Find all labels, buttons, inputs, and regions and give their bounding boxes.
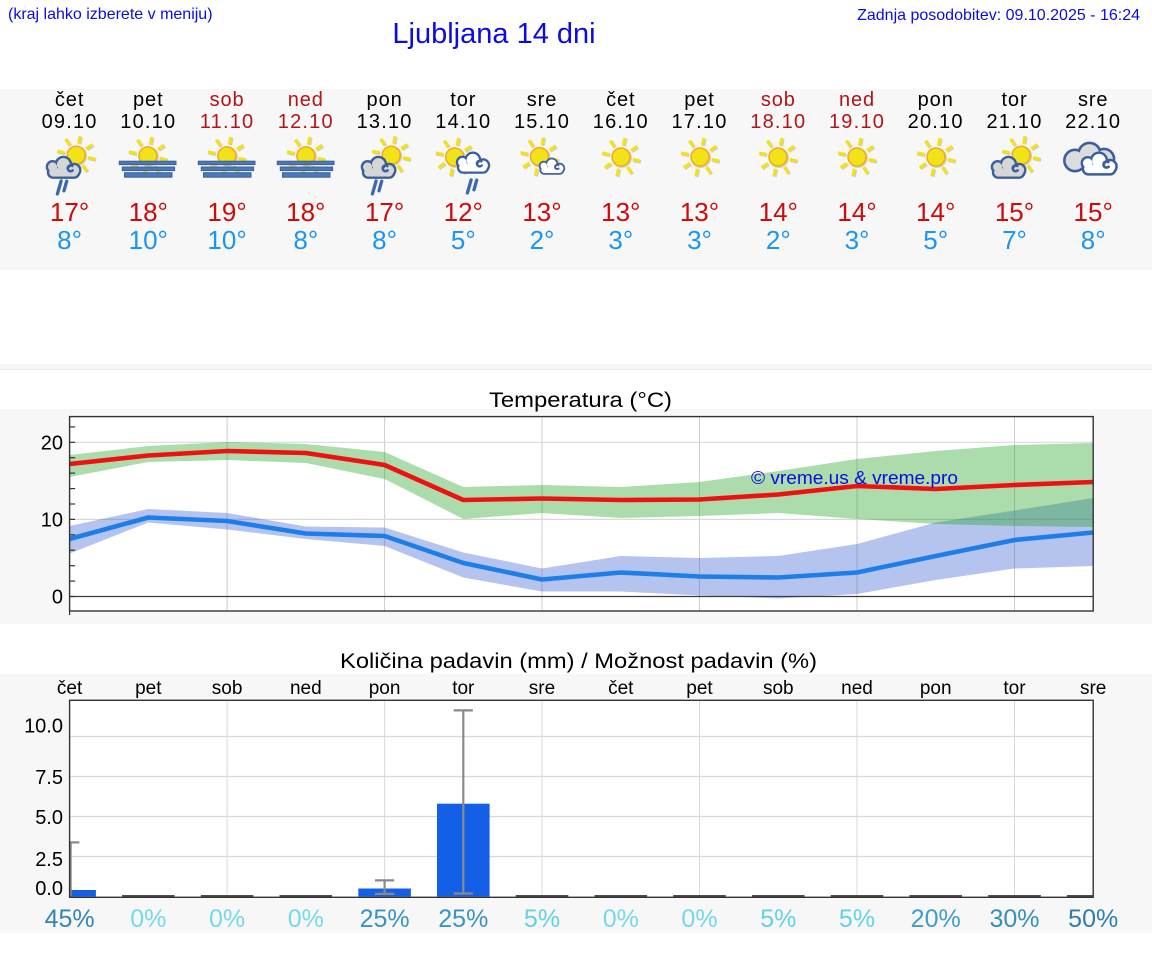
svg-text:0%: 0% [603,905,639,933]
svg-text:0%: 0% [209,905,245,933]
svg-text:sre: sre [529,678,555,699]
svg-text:45%: 45% [45,905,95,933]
svg-text:0%: 0% [288,905,324,933]
svg-text:Količina padavin (mm) / Možnos: Količina padavin (mm) / Možnost padavin … [340,649,817,673]
svg-text:sob: sob [763,678,794,699]
svg-text:20%: 20% [911,905,961,933]
svg-text:čet: čet [608,678,634,699]
svg-text:10.0: 10.0 [24,716,63,738]
svg-text:20: 20 [41,432,63,454]
svg-text:50%: 50% [1068,905,1118,933]
svg-text:0.0: 0.0 [35,878,63,900]
svg-text:čet: čet [57,678,83,699]
svg-text:25%: 25% [438,905,488,933]
svg-text:0: 0 [52,587,63,609]
svg-text:0%: 0% [130,905,166,933]
svg-text:5%: 5% [839,905,875,933]
svg-text:ned: ned [290,678,322,699]
svg-text:5%: 5% [524,905,560,933]
svg-text:tor: tor [1003,678,1026,699]
svg-text:0%: 0% [681,905,717,933]
svg-text:7.5: 7.5 [35,767,63,789]
svg-text:sre: sre [1080,678,1106,699]
svg-text:25%: 25% [360,905,410,933]
svg-text:pet: pet [135,678,162,699]
svg-text:5%: 5% [760,905,796,933]
svg-text:pet: pet [686,678,713,699]
svg-text:10: 10 [41,509,63,531]
svg-text:ned: ned [841,678,873,699]
svg-text:30%: 30% [989,905,1039,933]
svg-text:tor: tor [452,678,475,699]
svg-text:pon: pon [369,678,401,699]
svg-text:2.5: 2.5 [35,849,63,871]
svg-text:pon: pon [920,678,952,699]
svg-text:Temperatura (°C): Temperatura (°C) [489,388,672,412]
svg-text:sob: sob [212,678,243,699]
svg-text:5.0: 5.0 [35,807,63,829]
svg-text:© vreme.us & vreme.pro: © vreme.us & vreme.pro [751,467,958,488]
